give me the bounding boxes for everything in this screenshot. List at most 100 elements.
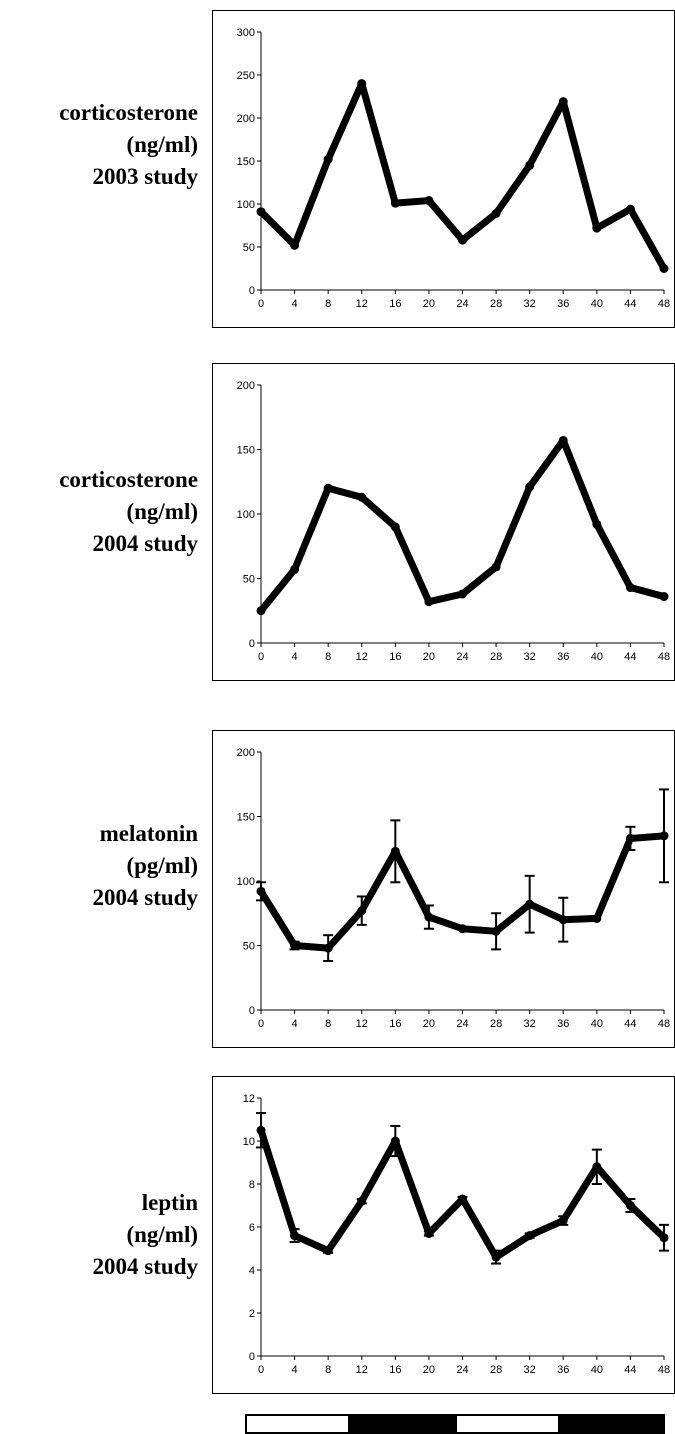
data-point	[592, 1162, 602, 1172]
panel-label-line-2: (ng/ml)	[126, 499, 198, 524]
x-tick-label: 32	[524, 1018, 536, 1030]
data-point	[390, 522, 400, 532]
panel-label-line-3: 2003 study	[92, 164, 198, 189]
y-tick-label: 300	[237, 27, 255, 39]
data-point	[525, 899, 535, 909]
dark-period-segment	[350, 1414, 455, 1434]
data-point	[458, 924, 467, 934]
x-tick-label: 48	[658, 298, 670, 310]
y-tick-label: 150	[237, 812, 255, 824]
data-point	[256, 1125, 266, 1135]
data-point	[525, 160, 535, 170]
x-tick-label: 8	[325, 1364, 331, 1376]
y-tick-label: 0	[249, 638, 255, 650]
data-point	[525, 1231, 535, 1241]
data-point	[424, 1228, 434, 1238]
x-tick-label: 0	[258, 1018, 264, 1030]
x-tick-label: 32	[524, 651, 536, 663]
chart-corticosterone-2003: 0 50 100 150 200 250 300 0 4 8 12 16 20 24 28 32 36 40 44 4…	[212, 10, 675, 328]
light-dark-cycle-bar	[245, 1414, 665, 1434]
x-tick-label: 36	[557, 1018, 569, 1030]
x-tick-label: 16	[389, 1018, 401, 1030]
data-point	[290, 240, 300, 250]
y-tick-label: 200	[237, 380, 255, 392]
data-point	[558, 435, 568, 445]
panel-label-corticosterone-2004: corticosterone (ng/ml) 2004 study	[0, 464, 198, 560]
x-tick-label: 32	[524, 1364, 536, 1376]
data-point	[424, 912, 434, 922]
chart-melatonin-2004: 0 50 100 150 200 0 4 8 12 16 20 24 28 32 36 40 44 48	[212, 730, 675, 1048]
data-point	[458, 235, 467, 245]
x-tick-label: 0	[258, 651, 264, 663]
x-tick-label: 44	[624, 1364, 636, 1376]
data-point	[357, 79, 367, 89]
x-tick-label: 4	[292, 1364, 298, 1376]
x-tick-label: 0	[258, 1364, 264, 1376]
x-tick-label: 24	[456, 298, 468, 310]
y-tick-label: 10	[243, 1136, 255, 1148]
x-tick-label: 12	[356, 298, 368, 310]
panel-label-line-2: (pg/ml)	[126, 853, 198, 878]
y-tick-label: 0	[249, 1351, 255, 1363]
panel-label-line-2: (ng/ml)	[126, 132, 198, 157]
data-point	[290, 1231, 300, 1241]
y-tick-label: 100	[237, 876, 255, 888]
y-tick-label: 0	[249, 1005, 255, 1017]
x-tick-label: 28	[490, 298, 502, 310]
x-tick-label: 40	[591, 298, 603, 310]
panel-label-line-2: (ng/ml)	[126, 1222, 198, 1247]
x-tick-label: 48	[658, 651, 670, 663]
data-point	[592, 519, 602, 529]
data-point	[491, 208, 501, 218]
data-point	[491, 1252, 501, 1262]
data-point	[290, 941, 300, 950]
data-point	[491, 926, 501, 936]
x-tick-label: 44	[624, 298, 636, 310]
y-tick-label: 100	[237, 199, 255, 211]
chart-corticosterone-2004: 0 50 100 150 200 0 4 8 12 16 20 24 28 32 36 40 44 48	[212, 363, 675, 681]
data-point	[558, 1216, 568, 1226]
data-point	[558, 97, 568, 107]
data-point	[323, 483, 333, 493]
x-tick-label: 44	[624, 651, 636, 663]
x-tick-label: 36	[557, 298, 569, 310]
x-tick-label: 12	[356, 1018, 368, 1030]
data-point	[659, 831, 669, 841]
panel-label-line-1: leptin	[141, 1190, 198, 1215]
y-tick-label: 50	[243, 574, 255, 586]
data-point	[357, 1196, 367, 1206]
x-tick-label: 16	[389, 1364, 401, 1376]
x-tick-label: 12	[356, 1364, 368, 1376]
panel-label-line-1: melatonin	[99, 821, 198, 846]
panel-label-line-1: corticosterone	[59, 467, 198, 492]
chart-leptin-2004: 0 2 4 6 8 10 12 0 4 8 12 16 20 24 28 32 36 40 44 48	[212, 1076, 675, 1394]
data-point	[458, 589, 467, 599]
x-tick-label: 40	[591, 651, 603, 663]
y-tick-label: 0	[249, 285, 255, 297]
y-tick-label: 8	[249, 1179, 255, 1191]
x-tick-label: 8	[325, 1018, 331, 1030]
y-tick-label: 200	[237, 747, 255, 759]
x-tick-label: 40	[591, 1018, 603, 1030]
data-point	[357, 492, 367, 502]
panel-label-corticosterone-2003: corticosterone (ng/ml) 2003 study	[0, 97, 198, 193]
light-period-segment	[245, 1414, 350, 1434]
data-point	[390, 1136, 400, 1146]
y-tick-label: 150	[237, 445, 255, 457]
x-tick-label: 4	[292, 1018, 298, 1030]
data-point	[625, 204, 635, 214]
data-point	[256, 886, 266, 896]
x-tick-label: 44	[624, 1018, 636, 1030]
x-tick-label: 0	[258, 298, 264, 310]
panel-label-line-3: 2004 study	[92, 1254, 198, 1279]
data-point	[390, 846, 400, 856]
x-tick-label: 16	[389, 298, 401, 310]
data-point	[323, 154, 333, 164]
data-point	[491, 562, 501, 572]
data-point	[558, 915, 568, 925]
data-point	[424, 597, 434, 607]
